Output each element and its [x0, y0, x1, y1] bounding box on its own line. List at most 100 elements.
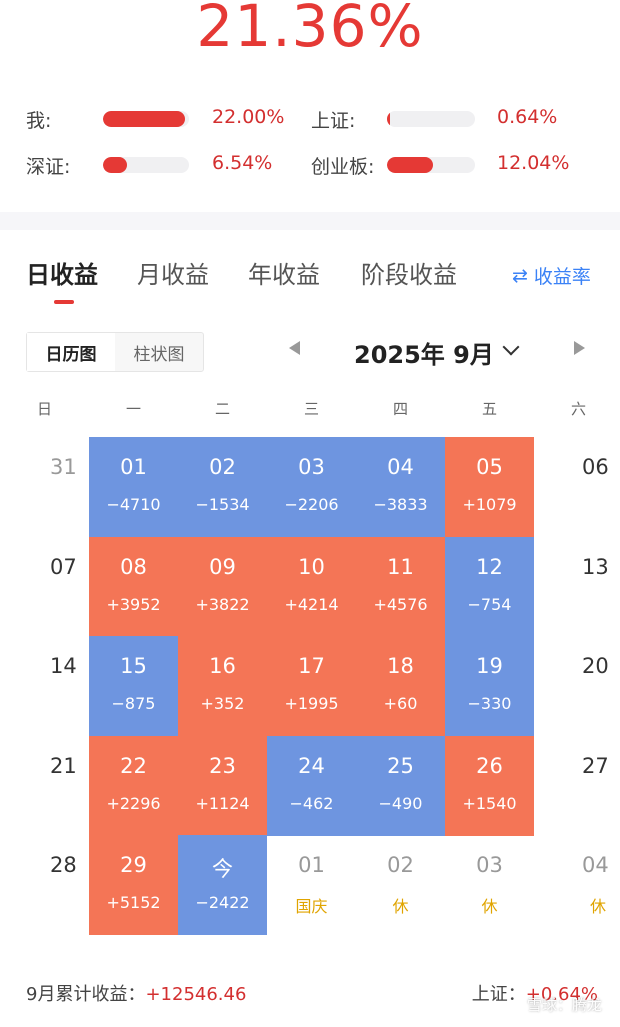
day-number: 12: [476, 554, 503, 579]
calendar-day[interactable]: 24 −462: [267, 735, 356, 836]
day-return: −2206: [284, 495, 339, 514]
chevron-down-icon[interactable]: [502, 338, 520, 356]
day-return: +1124: [195, 793, 250, 813]
calendar-day[interactable]: 19 −330: [445, 636, 534, 736]
calendar-day[interactable]: 03 −2206: [267, 437, 356, 537]
calendar-day[interactable]: 23 +1124: [178, 735, 267, 836]
calendar-day: 21: [18, 736, 107, 836]
weekday-label: 一: [125, 400, 141, 418]
calendar-day[interactable]: 12 −754: [445, 536, 534, 637]
comparison-bar-fill: [387, 111, 390, 127]
comparison-bar-fill: [103, 111, 185, 127]
month-selector[interactable]: 2025年 9月: [354, 341, 494, 369]
tab-0[interactable]: 日收益: [26, 261, 98, 289]
day-number: 15: [120, 654, 147, 678]
day-return: −875: [111, 694, 156, 713]
calendar-day: 31: [18, 437, 107, 537]
day-number: 25: [387, 753, 414, 778]
day-number: 06: [582, 455, 609, 479]
return-rate-toggle[interactable]: ⇄ 收益率: [512, 262, 591, 289]
calendar-day[interactable]: 26 +1540: [445, 735, 534, 836]
day-number: 24: [298, 753, 325, 778]
comparison-item: 深证: 6.54%: [0, 150, 620, 180]
month-total: 9月累计收益：+12546.46: [26, 980, 246, 1006]
active-tab-indicator: [54, 300, 74, 304]
calendar-day[interactable]: 22 +2296: [89, 735, 178, 836]
section-divider: [0, 212, 620, 230]
calendar-day[interactable]: 25 −490: [356, 735, 445, 836]
weekday-label: 四: [392, 400, 408, 418]
day-return: +2296: [106, 793, 161, 813]
weekday-label: 日: [37, 400, 53, 418]
swap-icon: ⇄: [512, 264, 528, 287]
comparison-label: 创业板:: [311, 156, 375, 178]
day-number: 10: [298, 554, 325, 579]
day-number: 31: [50, 455, 77, 479]
calendar-day[interactable]: 04 −3833: [356, 437, 445, 537]
calendar-day[interactable]: 29 +5152: [89, 835, 178, 935]
day-number: 27: [582, 753, 609, 778]
comparison-bar: [387, 111, 475, 127]
calendar-day[interactable]: 09 +3822: [178, 536, 267, 637]
view-toggle: 日历图 柱状图: [26, 332, 204, 372]
comparison-value: 6.54%: [212, 152, 273, 174]
calendar-day: 06: [550, 437, 620, 537]
comparison-value: 12.04%: [497, 152, 570, 174]
holiday-label: 休: [481, 897, 498, 916]
calendar-day[interactable]: 01 −4710: [89, 437, 178, 537]
total-return: 21.36%: [196, 0, 424, 60]
day-return: −4710: [106, 495, 161, 514]
calendar-view-button[interactable]: 日历图: [27, 333, 115, 371]
tab-3[interactable]: 阶段收益: [361, 261, 457, 289]
calendar-day[interactable]: 05 +1079: [445, 437, 534, 537]
comparison-bar-fill: [387, 157, 433, 173]
comparison-bar: [387, 157, 475, 173]
index-total: 上证：+0.64%: [472, 980, 598, 1006]
weekday-label: 五: [481, 400, 497, 418]
day-number: 02: [387, 853, 414, 877]
calendar-day: 03 休: [445, 835, 534, 935]
return-rate-label: 收益率: [533, 266, 591, 288]
bar-view-button[interactable]: 柱状图: [133, 344, 185, 365]
tab-2[interactable]: 年收益: [248, 261, 320, 289]
day-return: +4214: [284, 594, 339, 614]
day-number: 26: [476, 753, 503, 778]
day-return: −3833: [373, 495, 428, 514]
day-number: 03: [298, 455, 325, 479]
tab-1[interactable]: 月收益: [137, 261, 209, 289]
calendar-day: 28: [18, 835, 107, 935]
weekday-label: 二: [214, 400, 230, 418]
day-number: 04: [582, 853, 609, 877]
calendar-day: 01 国庆: [267, 835, 356, 935]
calendar-day[interactable]: 17 +1995: [267, 636, 356, 736]
day-number: 11: [387, 554, 414, 579]
calendar-day[interactable]: 今 −2422: [178, 835, 267, 935]
day-number: 29: [120, 853, 147, 877]
calendar-day[interactable]: 11 +4576: [356, 536, 445, 637]
calendar-day[interactable]: 15 −875: [89, 636, 178, 736]
day-return: +1540: [462, 793, 517, 813]
comparison-value: 0.64%: [497, 106, 558, 128]
day-return: −754: [467, 594, 512, 614]
comparison-label: 我:: [26, 110, 52, 132]
prev-month-icon[interactable]: [289, 341, 300, 355]
day-number: 01: [298, 853, 325, 877]
day-number: 13: [582, 554, 609, 579]
calendar-day[interactable]: 02 −1534: [178, 437, 267, 537]
calendar-day[interactable]: 16 +352: [178, 636, 267, 736]
comparison-item: 我: 22.00%: [0, 104, 620, 134]
month-total-label: 9月累计收益：: [26, 984, 146, 1005]
index-total-value: +0.64%: [525, 984, 598, 1005]
comparison-bar-fill: [103, 157, 128, 173]
day-number: 01: [120, 455, 147, 479]
calendar-day[interactable]: 08 +3952: [89, 536, 178, 637]
day-number: 20: [582, 654, 609, 678]
month-navigator: 2025年 9月: [0, 335, 620, 371]
next-month-icon[interactable]: [574, 341, 585, 355]
day-number: 16: [209, 654, 236, 678]
day-number: 03: [476, 853, 503, 877]
calendar-day[interactable]: 18 +60: [356, 636, 445, 736]
day-return: −330: [467, 694, 512, 713]
calendar-day[interactable]: 10 +4214: [267, 536, 356, 637]
day-return: −1534: [195, 495, 250, 514]
